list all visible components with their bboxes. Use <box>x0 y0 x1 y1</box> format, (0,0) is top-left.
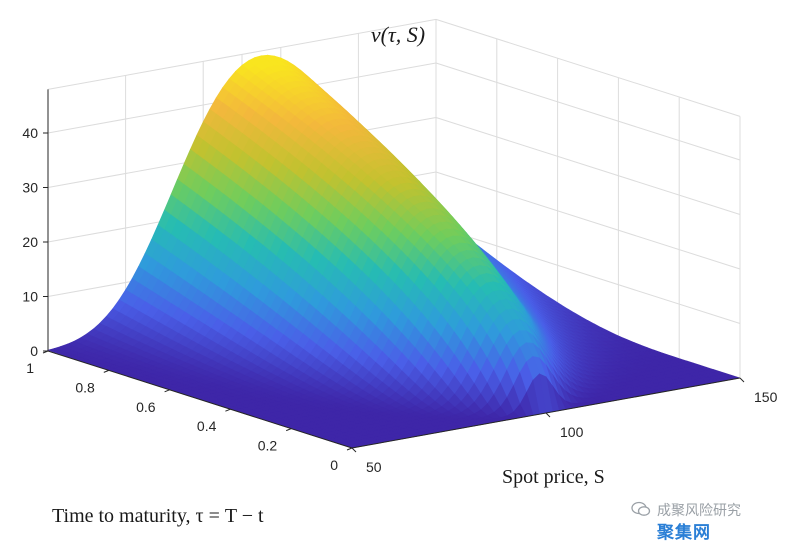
s-tick-mark <box>351 447 357 453</box>
z-tick-label: 40 <box>22 125 38 141</box>
y-axis-label: Spot price, S <box>502 466 605 488</box>
tau-tick-mark <box>103 369 109 373</box>
s-tick-mark <box>739 377 745 383</box>
tau-tick-label: 0.6 <box>136 399 156 415</box>
s-tick-label: 50 <box>366 459 382 475</box>
tau-tick-label: 0 <box>330 457 338 473</box>
tau-tick-label: 1 <box>26 360 34 376</box>
tau-tick-label: 0.2 <box>258 438 278 454</box>
z-tick-label: 10 <box>22 289 38 305</box>
tau-tick-mark <box>42 350 49 354</box>
s-tick-mark <box>545 412 551 418</box>
s-tick-label: 100 <box>560 424 584 440</box>
z-tick-label: 0 <box>30 343 38 359</box>
surface <box>46 54 741 449</box>
s-tick-label: 150 <box>754 389 778 405</box>
tau-tick-mark <box>225 408 231 412</box>
tau-tick-label: 0.4 <box>197 418 217 434</box>
chart-title: ν(τ, S) <box>371 22 425 47</box>
tau-tick-mark <box>164 389 170 393</box>
z-tick-label: 30 <box>22 180 38 196</box>
chat-bubble-icon <box>631 501 651 516</box>
tau-tick-label: 0.8 <box>75 379 95 395</box>
watermark-logo: 聚集网 <box>657 523 711 543</box>
tau-tick-mark <box>286 428 292 432</box>
x-axis-label: Time to maturity, τ = T − t <box>52 505 264 527</box>
tau-tick-mark <box>346 447 353 451</box>
z-tick-label: 20 <box>22 234 38 250</box>
watermark-text: 成聚风险研究 <box>657 503 741 519</box>
